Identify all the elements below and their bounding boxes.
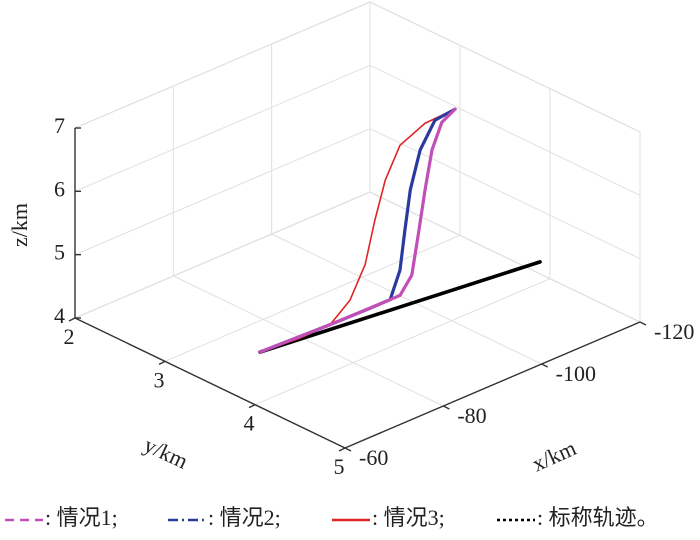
- tick-mark: [338, 447, 346, 452]
- grid-line: [74, 1, 371, 129]
- grid-line: [369, 128, 641, 260]
- z-tick-label: 6: [54, 176, 65, 201]
- series-line: [258, 260, 542, 354]
- x-tick-label: -60: [359, 445, 388, 470]
- x-tick-label: -120: [654, 319, 694, 344]
- tick-mark: [541, 363, 548, 368]
- grid-line: [271, 233, 542, 365]
- axes: [68, 127, 647, 452]
- legend: : 情况1; : 情况2; : 情况3; : 标称轨迹。: [5, 505, 659, 530]
- grid-line: [254, 278, 551, 406]
- tick-mark: [344, 447, 352, 452]
- y-tick-label: 2: [64, 324, 75, 349]
- grid-line: [369, 1, 641, 133]
- y-tick-label: 3: [154, 367, 165, 392]
- legend-label: : 标称轨迹。: [537, 505, 659, 530]
- grid: [74, 1, 641, 449]
- legend-label: : 情况2;: [208, 505, 281, 530]
- y-tick-label: 4: [244, 411, 255, 436]
- x-tick-label: -100: [556, 361, 596, 386]
- series-line: [258, 107, 457, 354]
- grid-line: [369, 64, 641, 196]
- tick-mark: [158, 360, 166, 365]
- tick-mark: [639, 321, 647, 326]
- grid-line: [74, 128, 371, 256]
- y-axis-title: y/km: [140, 432, 192, 474]
- z-axis-title: z/km: [7, 203, 32, 247]
- z-tick-label: 7: [54, 113, 65, 138]
- plot-lines: [258, 107, 542, 354]
- x-axis: [344, 321, 641, 449]
- y-tick-label: 5: [334, 454, 345, 479]
- y-axis: [74, 317, 346, 449]
- grid-line: [74, 64, 371, 192]
- x-axis-title: x/km: [528, 435, 579, 476]
- z-tick-label: 5: [54, 240, 65, 265]
- grid-line: [369, 191, 641, 323]
- legend-label: : 情况3;: [372, 505, 445, 530]
- grid-line: [173, 275, 444, 407]
- x-tick-label: -80: [457, 403, 486, 428]
- grid-line: [74, 191, 371, 319]
- tick-mark: [248, 404, 256, 409]
- tick-mark: [68, 317, 76, 322]
- grid-line: [164, 234, 461, 362]
- z-tick-label: 4: [54, 303, 65, 328]
- tick-mark: [443, 405, 450, 410]
- legend-label: : 情况1;: [45, 505, 118, 530]
